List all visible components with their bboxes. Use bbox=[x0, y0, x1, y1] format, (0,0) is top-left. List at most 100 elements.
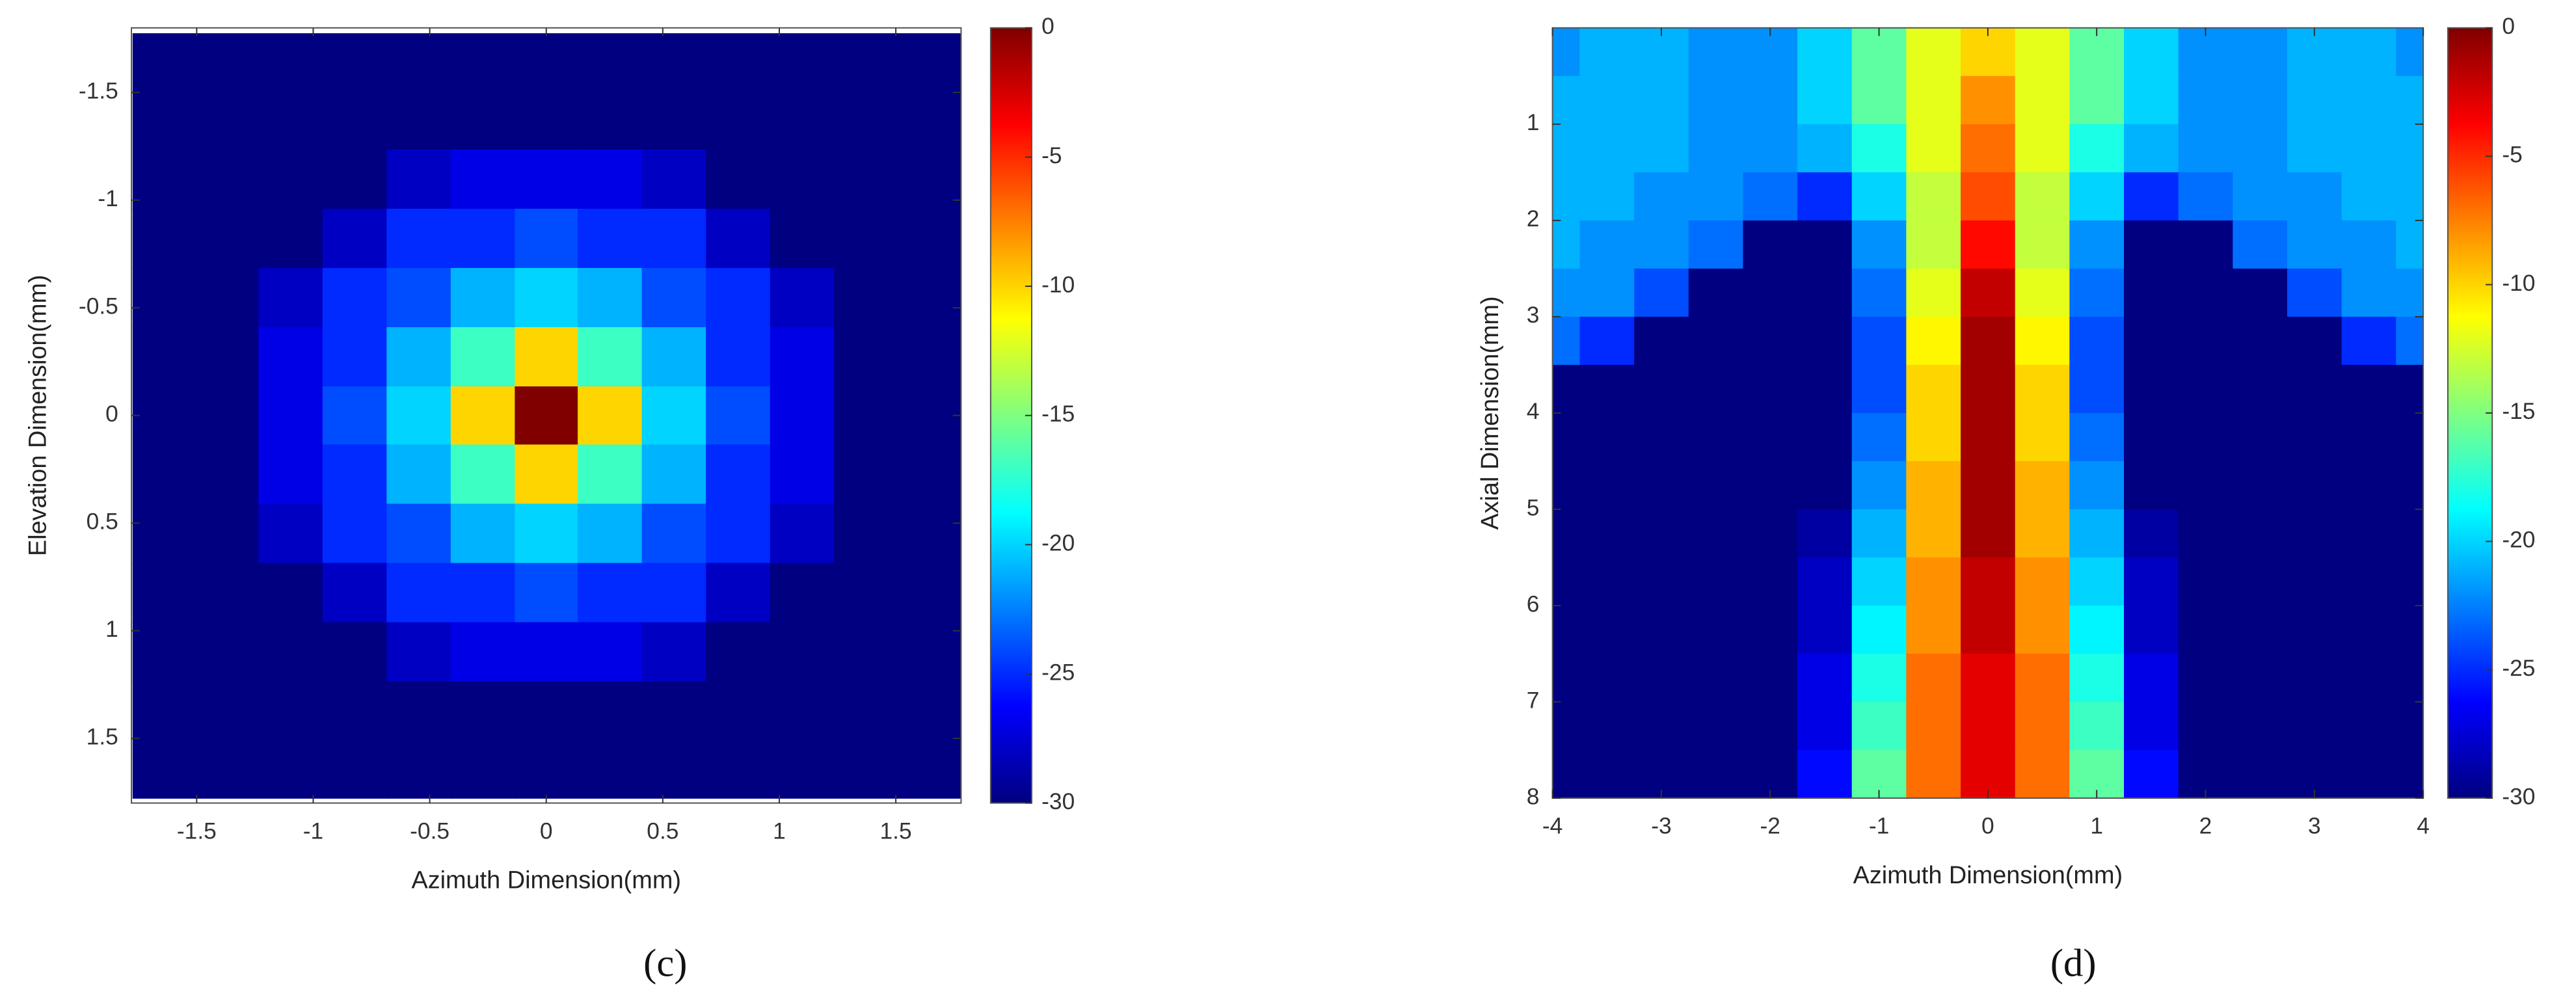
heat-cell bbox=[1634, 605, 1690, 655]
x-tick-label: 1 bbox=[2090, 814, 2103, 839]
heat-cell bbox=[1552, 124, 1581, 174]
heat-cell bbox=[1743, 605, 1799, 655]
heat-cell bbox=[132, 149, 197, 210]
heat-cell bbox=[1851, 509, 1907, 559]
heat-cell bbox=[258, 149, 324, 210]
x-tick-label: 1.5 bbox=[880, 818, 912, 844]
heat-cell bbox=[2341, 702, 2397, 751]
heat-cell bbox=[132, 91, 197, 151]
heat-cell bbox=[2069, 557, 2125, 607]
heat-cell bbox=[515, 681, 579, 741]
heat-cell bbox=[1552, 461, 1581, 511]
x-axis-label: Azimuth Dimension(mm) bbox=[1853, 862, 2123, 889]
x-tick-label: 0.5 bbox=[647, 818, 678, 844]
heat-cell bbox=[1579, 75, 1635, 126]
heat-cell bbox=[641, 91, 707, 151]
heat-cell bbox=[1906, 605, 1962, 655]
heat-cell bbox=[1634, 220, 1690, 270]
panel-label: (c) bbox=[643, 942, 687, 985]
heat-cell bbox=[2124, 220, 2180, 270]
heat-cell bbox=[2178, 509, 2234, 559]
heat-cell bbox=[1906, 316, 1962, 366]
heat-cell bbox=[386, 91, 452, 151]
heat-cell bbox=[258, 267, 324, 328]
heat-cell bbox=[2069, 75, 2125, 126]
heat-cell bbox=[2396, 509, 2424, 559]
heat-cell bbox=[1797, 654, 1853, 703]
heat-cell bbox=[641, 208, 707, 269]
heat-cell bbox=[450, 622, 516, 683]
heat-cell bbox=[258, 681, 324, 741]
heat-cell bbox=[2396, 750, 2424, 799]
heat-cell bbox=[2069, 605, 2125, 655]
heat-cell bbox=[2287, 605, 2343, 655]
heat-cell bbox=[258, 622, 324, 683]
heat-cell bbox=[834, 267, 898, 328]
heat-cell bbox=[515, 91, 579, 151]
heat-cell bbox=[2233, 75, 2288, 126]
heat-cell bbox=[1797, 412, 1853, 462]
heat-cell bbox=[1743, 316, 1799, 366]
heat-cell bbox=[515, 267, 579, 328]
x-tick-label: -1 bbox=[303, 818, 323, 844]
heat-cell bbox=[195, 327, 260, 388]
heat-cell bbox=[706, 503, 771, 565]
heat-cell bbox=[2233, 364, 2288, 414]
heat-cell bbox=[1743, 412, 1799, 462]
heat-cell bbox=[1797, 75, 1853, 126]
heat-cell bbox=[1961, 220, 2017, 270]
y-tick-label: 1 bbox=[1527, 110, 1540, 135]
heat-cell bbox=[706, 444, 771, 505]
heat-cell bbox=[896, 208, 961, 269]
heat-cell bbox=[322, 267, 388, 328]
heat-cell bbox=[1688, 750, 1744, 799]
heat-cell bbox=[2396, 172, 2424, 222]
heat-cell bbox=[2069, 316, 2125, 366]
heat-cell bbox=[2287, 509, 2343, 559]
heat-cell bbox=[1634, 461, 1690, 511]
y-tick-label: 4 bbox=[1527, 399, 1540, 424]
heat-cell bbox=[2015, 364, 2071, 414]
heat-cell bbox=[896, 386, 961, 446]
heat-cell bbox=[1797, 605, 1853, 655]
heat-cell bbox=[2396, 702, 2424, 751]
colorbar-tick-label: 0 bbox=[2502, 14, 2515, 39]
heatmap bbox=[132, 33, 961, 799]
colorbar-tick-label: -20 bbox=[1041, 531, 1075, 556]
heat-cell bbox=[1906, 557, 1962, 607]
heat-cell bbox=[1552, 27, 1581, 77]
heat-cell bbox=[2341, 124, 2397, 174]
heat-cell bbox=[2396, 461, 2424, 511]
heat-cell bbox=[2396, 605, 2424, 655]
heat-cell bbox=[2015, 124, 2071, 174]
heat-cell bbox=[770, 33, 835, 93]
heat-cell bbox=[834, 208, 898, 269]
heat-cell bbox=[2015, 750, 2071, 799]
heat-cell bbox=[1851, 605, 1907, 655]
x-tick-label: -1 bbox=[1869, 814, 1889, 839]
heat-cell bbox=[2015, 557, 2071, 607]
heat-cell bbox=[2233, 220, 2288, 270]
heat-cell bbox=[2069, 268, 2125, 318]
heat-cell bbox=[2015, 172, 2071, 222]
heat-cell bbox=[770, 327, 835, 388]
heat-cell bbox=[1634, 124, 1690, 174]
heat-cell bbox=[322, 503, 388, 565]
heat-cell bbox=[1906, 509, 1962, 559]
heat-cell bbox=[322, 444, 388, 505]
heat-cell bbox=[195, 563, 260, 624]
y-tick-label: -1.5 bbox=[79, 79, 118, 104]
heat-cell bbox=[1579, 557, 1635, 607]
heat-cell bbox=[1743, 268, 1799, 318]
heat-cell bbox=[322, 739, 388, 799]
heat-cell bbox=[2233, 509, 2288, 559]
heat-cell bbox=[132, 622, 197, 683]
heat-cell bbox=[1851, 124, 1907, 174]
heat-cell bbox=[2178, 605, 2234, 655]
y-tick-label: 7 bbox=[1527, 688, 1540, 713]
heat-cell bbox=[2178, 461, 2234, 511]
heat-cell bbox=[1797, 172, 1853, 222]
colorbar-tick-label: -5 bbox=[2502, 142, 2522, 168]
heat-cell bbox=[1797, 702, 1853, 751]
heat-cell bbox=[2124, 750, 2180, 799]
